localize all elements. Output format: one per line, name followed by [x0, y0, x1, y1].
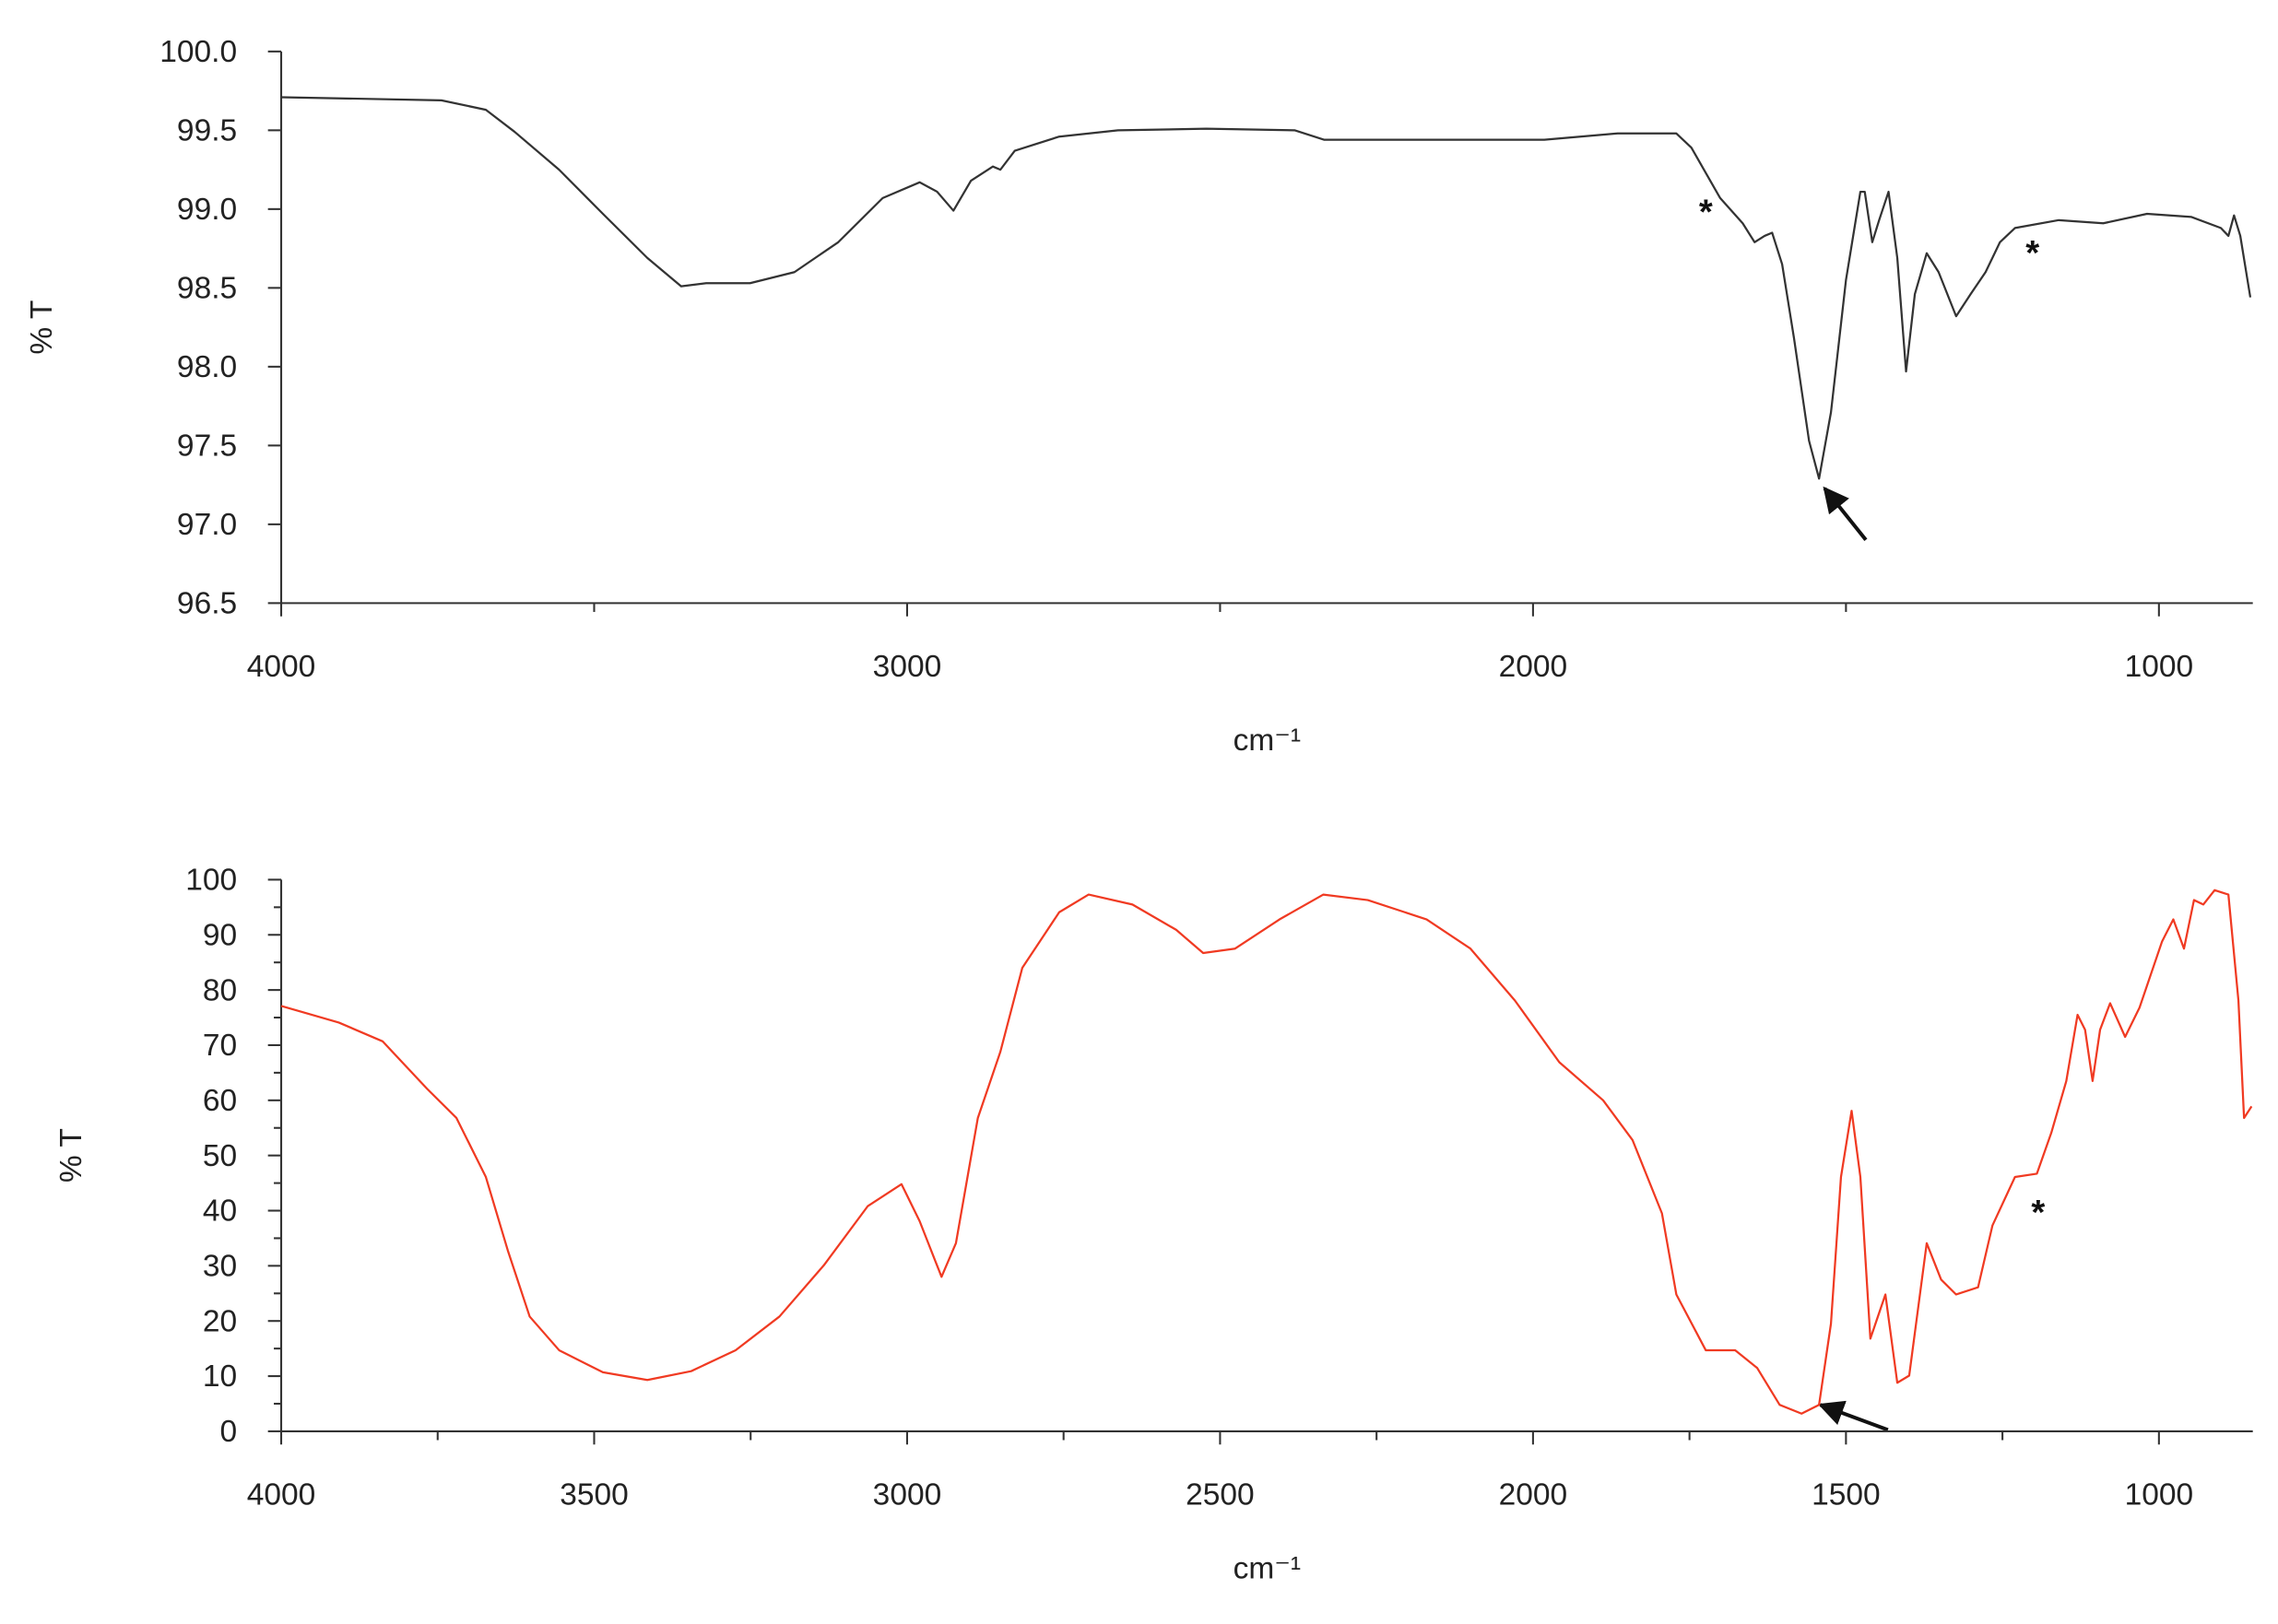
y-tick-label: 40 [203, 1194, 237, 1229]
x-tick-label: 3500 [560, 1478, 629, 1512]
x-axis-label: cm⁻¹ [1233, 724, 1302, 758]
y-tick-label: 20 [203, 1304, 237, 1338]
spectrum-line [281, 96, 2252, 480]
spectrum-line [280, 888, 2253, 1415]
y-tick-label: 50 [203, 1139, 237, 1173]
x-tick-label: 1500 [1812, 1478, 1881, 1512]
y-tick-label: 97.0 [177, 508, 237, 542]
x-tick-label: 1000 [2125, 650, 2194, 684]
y-tick-label: 80 [203, 973, 237, 1007]
x-axis-label: cm⁻¹ [1233, 1552, 1302, 1586]
annotation: * [1699, 193, 1713, 232]
arrow [1823, 486, 1868, 541]
arrow [1817, 1400, 1889, 1432]
x-tick-label: 3000 [873, 1478, 942, 1512]
y-tick-label: 99.5 [177, 114, 237, 148]
y-axis-label: % T [25, 300, 59, 355]
y-tick-label: 60 [203, 1084, 237, 1118]
x-tick-label: 4000 [247, 1478, 316, 1512]
y-tick-label: 30 [203, 1250, 237, 1284]
y-tick-label: 97.5 [177, 430, 237, 464]
y-tick-label: 98.0 [177, 350, 237, 384]
y-tick-label: 100 [185, 864, 237, 898]
y-tick-label: 96.5 [177, 587, 237, 621]
y-axis-label: % T [54, 1128, 89, 1183]
annotation: * [2031, 1193, 2045, 1232]
x-tick-label: 2500 [1186, 1478, 1255, 1512]
x-tick-label: 3000 [873, 650, 942, 684]
y-tick-label: 10 [203, 1359, 237, 1394]
y-tick-label: 100.0 [159, 35, 237, 69]
y-tick-label: 90 [203, 918, 237, 952]
x-tick-label: 4000 [247, 650, 316, 684]
y-tick-label: 99.0 [177, 193, 237, 227]
y-tick-label: 0 [220, 1415, 238, 1449]
x-tick-label: 1000 [2125, 1478, 2194, 1512]
y-tick-label: 70 [203, 1029, 237, 1063]
x-tick-label: 2000 [1499, 1478, 1568, 1512]
x-tick-label: 2000 [1499, 650, 1568, 684]
annotation: * [2025, 233, 2039, 273]
y-tick-label: 98.5 [177, 272, 237, 306]
